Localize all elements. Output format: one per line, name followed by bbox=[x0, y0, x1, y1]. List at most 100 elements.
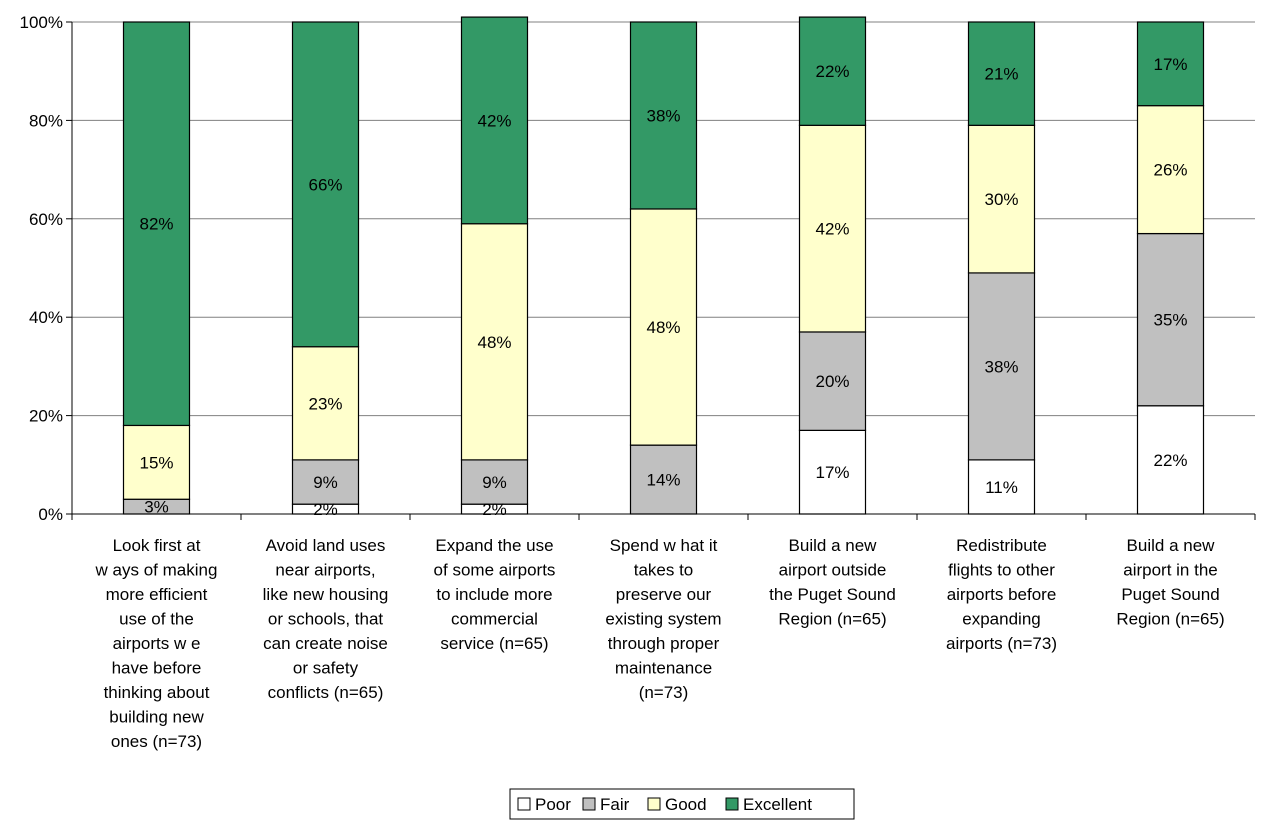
bar-segment-fair bbox=[291, 459, 360, 505]
data-label-fair: 35% bbox=[1153, 311, 1187, 330]
legend: Poor Fair Good Excellent bbox=[509, 788, 855, 820]
data-label-good: 15% bbox=[139, 453, 173, 472]
x-category-label-line: Avoid land uses bbox=[266, 536, 386, 555]
data-label-excellent: 38% bbox=[646, 106, 680, 125]
x-category-label-line: or schools, that bbox=[268, 610, 384, 629]
x-category-label: Expand the use of some airports to include… bbox=[434, 536, 556, 653]
x-category-label-line: preserve our bbox=[616, 585, 712, 604]
y-tick-label: 100% bbox=[20, 13, 63, 32]
bar-segment-fair bbox=[460, 459, 529, 505]
x-category-label-line: Expand the use bbox=[435, 536, 553, 555]
x-category-label-line: near airports, bbox=[275, 561, 375, 580]
y-tick-label: 20% bbox=[29, 407, 63, 426]
bar-segment-poor bbox=[967, 459, 1036, 515]
x-category-label-line: more efficient bbox=[106, 585, 208, 604]
x-category-label-line: have before bbox=[112, 659, 202, 678]
bar-segment-good bbox=[798, 124, 867, 333]
legend-swatch-good bbox=[647, 797, 661, 811]
x-category-label: Spend w hat it takes to preserve our existi… bbox=[605, 536, 721, 702]
y-tick-label: 40% bbox=[29, 308, 63, 327]
bar-segment-excellent bbox=[460, 16, 529, 225]
x-category-label-line: airport in the bbox=[1123, 561, 1218, 580]
x-category-label-line: Redistribute bbox=[956, 536, 1047, 555]
x-category-label-line: airport outside bbox=[779, 561, 887, 580]
x-category-label-line: Spend w hat it bbox=[610, 536, 718, 555]
bar-segment-excellent bbox=[967, 21, 1036, 126]
bar-segment-excellent bbox=[122, 21, 191, 427]
x-category-label-line: ones (n=73) bbox=[111, 732, 202, 751]
x-category-label-line: like new housing bbox=[263, 585, 389, 604]
bar-segment-good bbox=[967, 124, 1036, 274]
x-category-label-line: of some airports bbox=[434, 561, 556, 580]
x-category-label-line: Build a new bbox=[1127, 536, 1216, 555]
x-category-label-line: conflicts (n=65) bbox=[268, 683, 384, 702]
legend-label-fair: Fair bbox=[600, 795, 630, 814]
x-category-label-line: to include more bbox=[436, 585, 552, 604]
bar-segment-fair bbox=[798, 331, 867, 431]
data-label-fair: 38% bbox=[984, 357, 1018, 376]
data-labels: 3% 15% 82% 2% 9% 23% 66% 2% 9% 48% 42% 14% 48% 38% 17%… bbox=[139, 55, 1187, 519]
x-category-label: Look first at w ays of making more efficie… bbox=[95, 536, 218, 751]
x-category-label-line: building new bbox=[109, 708, 204, 727]
data-label-good: 23% bbox=[308, 394, 342, 413]
data-label-excellent: 82% bbox=[139, 215, 173, 234]
bar-segment-poor bbox=[798, 429, 867, 515]
data-label-fair: 20% bbox=[815, 372, 849, 391]
bars bbox=[122, 16, 1205, 515]
y-tick-label: 60% bbox=[29, 210, 63, 229]
bar-segment-excellent bbox=[798, 16, 867, 126]
x-category-label-line: commercial bbox=[451, 610, 538, 629]
bar-segment-excellent bbox=[1136, 21, 1205, 107]
x-category-label-line: use of the bbox=[119, 610, 194, 629]
data-label-poor: 11% bbox=[985, 478, 1018, 497]
x-category-label-line: Region (n=65) bbox=[1116, 610, 1224, 629]
bar-segment-good bbox=[1136, 105, 1205, 235]
bar-segment-fair bbox=[629, 444, 698, 515]
data-label-excellent: 21% bbox=[984, 65, 1018, 84]
data-label-excellent: 66% bbox=[308, 175, 342, 194]
legend-label-poor: Poor bbox=[535, 795, 571, 814]
data-label-good: 30% bbox=[984, 190, 1018, 209]
x-category-label: Build a new airport in the Puget Sound Regi… bbox=[1116, 536, 1224, 629]
bar-segment-good bbox=[291, 346, 360, 461]
x-category-label: Build a new airport outside the Puget Soun… bbox=[769, 536, 896, 629]
data-label-fair: 14% bbox=[646, 471, 680, 490]
x-category-label-line: or safety bbox=[293, 659, 359, 678]
legend-label-good: Good bbox=[665, 795, 707, 814]
bar-segment-fair bbox=[1136, 232, 1205, 407]
x-category-label-line: expanding bbox=[962, 610, 1040, 629]
x-category-label-line: Region (n=65) bbox=[778, 610, 886, 629]
x-category-label-line: existing system bbox=[605, 610, 721, 629]
x-category-label-line: airports (n=73) bbox=[946, 634, 1057, 653]
x-category-label-line: flights to other bbox=[948, 561, 1055, 580]
bar-segment-excellent bbox=[629, 21, 698, 210]
y-tick-label: 80% bbox=[29, 111, 63, 130]
data-label-good: 26% bbox=[1153, 161, 1187, 180]
data-label-good: 48% bbox=[646, 318, 680, 337]
x-category-label-line: w ays of making bbox=[95, 561, 218, 580]
data-label-poor: 22% bbox=[1153, 451, 1187, 470]
x-category-label-line: airports w e bbox=[113, 634, 201, 653]
data-label-poor: 2% bbox=[482, 500, 507, 519]
x-category-label-line: Build a new bbox=[789, 536, 878, 555]
legend-swatch-excellent bbox=[725, 797, 739, 811]
data-label-poor: 17% bbox=[815, 463, 849, 482]
data-label-fair: 9% bbox=[313, 473, 338, 492]
axes: 0% 20% 40% 60% 80% 100% bbox=[20, 13, 1256, 524]
data-label-fair: 3% bbox=[144, 498, 169, 517]
data-label-fair: 9% bbox=[482, 473, 507, 492]
bar-segment-fair bbox=[967, 272, 1036, 461]
x-category-label-line: thinking about bbox=[104, 683, 210, 702]
x-category-label-line: service (n=65) bbox=[440, 634, 548, 653]
bar-segment-good bbox=[629, 208, 698, 446]
bar-segment-excellent bbox=[291, 21, 360, 348]
x-category-label: Avoid land uses near airports, like new ho… bbox=[263, 536, 389, 702]
x-category-label-line: the Puget Sound bbox=[769, 585, 896, 604]
legend-label-excellent: Excellent bbox=[743, 795, 812, 814]
x-category-label-line: maintenance bbox=[615, 659, 712, 678]
legend-swatch-fair bbox=[582, 797, 596, 811]
data-label-excellent: 17% bbox=[1153, 55, 1187, 74]
x-category-label-line: Look first at bbox=[113, 536, 201, 555]
x-category-label-line: can create noise bbox=[263, 634, 388, 653]
